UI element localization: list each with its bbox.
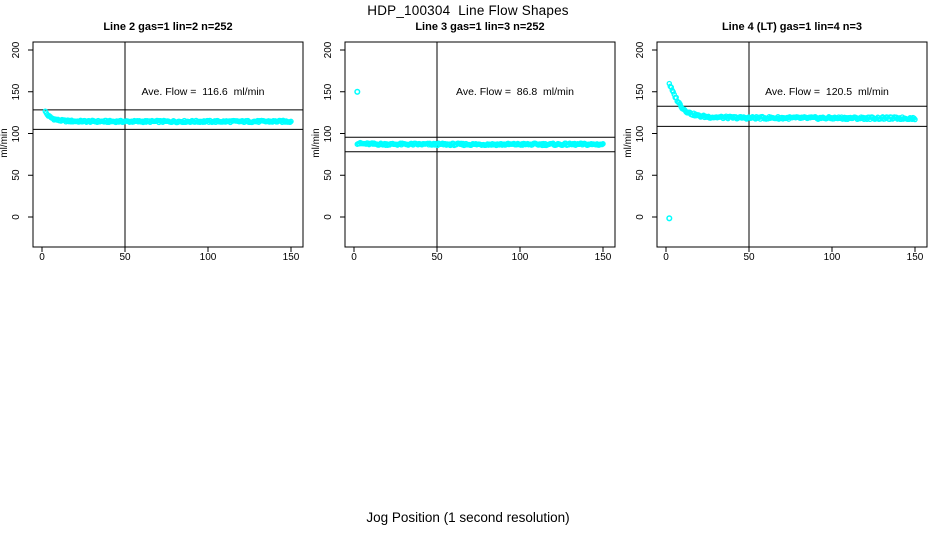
x-tick-label: 150 [282,252,300,263]
y-tick-label: 150 [323,83,334,101]
y-axis-unit-label: ml/min [311,128,322,158]
x-tick-label: 50 [119,252,131,263]
y-tick-label: 0 [11,214,22,220]
x-tick-label: 150 [906,252,924,263]
data-point [288,118,294,125]
y-tick-label: 200 [635,41,646,59]
data-point [912,116,918,123]
x-tick-label: 150 [594,252,612,263]
plot-box [344,41,616,248]
x-tick-label: 0 [39,252,45,263]
x-tick-label: 100 [199,252,217,263]
y-tick-label: 50 [635,169,646,181]
panel-2-title: Line 3 gas=1 lin=3 n=252 [415,21,545,33]
y-tick-label: 50 [11,169,22,181]
y-axis-unit-label: ml/min [0,128,10,158]
y-tick-label: 100 [323,125,334,142]
panel-3-ave-flow-annotation: Ave. Flow = 120.5 ml/min [765,86,889,98]
panel-1-title: Line 2 gas=1 lin=2 n=252 [103,21,233,33]
y-tick-label: 50 [323,169,334,181]
outlier-point [666,215,673,222]
outlier-point [354,88,361,95]
y-tick-label: 0 [323,214,334,220]
y-tick-label: 0 [635,214,646,220]
data-point [677,101,683,107]
x-tick-label: 0 [663,252,669,263]
x-tick-label: 100 [511,252,529,263]
y-tick-label: 150 [635,83,646,101]
x-axis-label: Jog Position (1 second resolution) [366,510,570,525]
y-tick-label: 200 [11,41,22,59]
x-tick-label: 50 [431,252,443,263]
y-tick-label: 100 [635,125,646,142]
x-tick-label: 50 [743,252,755,263]
panel-1-ave-flow-annotation: Ave. Flow = 116.6 ml/min [141,86,265,98]
y-tick-label: 200 [323,41,334,59]
data-point [668,84,675,91]
data-point [600,141,606,147]
x-tick-label: 0 [351,252,357,263]
y-tick-label: 100 [11,125,22,142]
panel-3-title: Line 4 (LT) gas=1 lin=4 n=3 [721,21,863,33]
plot-box [656,41,928,248]
y-axis-unit-label: ml/min [623,128,634,158]
page-title: HDP_100304 Line Flow Shapes [367,3,569,18]
y-tick-label: 150 [11,83,22,101]
x-tick-label: 100 [823,252,841,263]
panel-2-ave-flow-annotation: Ave. Flow = 86.8 ml/min [456,86,574,98]
plot-box [32,41,304,248]
